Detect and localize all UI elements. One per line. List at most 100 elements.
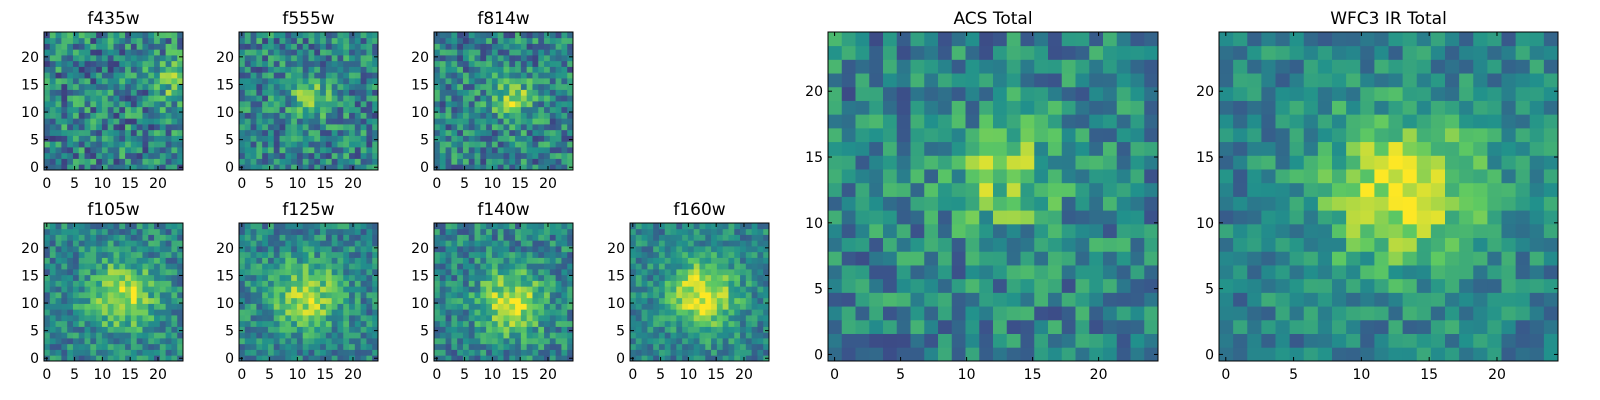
heatmap-cell [154, 246, 161, 253]
heatmap-cell [555, 297, 562, 304]
heatmap-cell [538, 269, 545, 276]
heatmap-cell [244, 257, 251, 264]
heatmap-cell [549, 315, 557, 322]
heatmap-cell [544, 280, 551, 287]
heatmap-cell [285, 106, 292, 113]
heatmap-cell [349, 315, 356, 322]
heatmap-cell [670, 303, 677, 310]
heatmap-cell [349, 89, 356, 96]
heatmap-cell [159, 297, 167, 304]
heatmap-cell [331, 292, 338, 299]
heatmap-cell [107, 95, 114, 102]
heatmap-cell [250, 49, 257, 56]
heatmap-cell [177, 129, 184, 136]
heatmap-cell [682, 315, 689, 322]
heatmap-cell [44, 303, 51, 310]
heatmap-cell [96, 78, 103, 85]
heatmap-cell [343, 257, 350, 264]
heatmap-cell [291, 152, 298, 159]
heatmap-cell [148, 343, 155, 350]
heatmap-cell [360, 286, 367, 293]
heatmap-cell [78, 135, 85, 142]
heatmap-cell [256, 309, 263, 316]
heatmap-cell [910, 59, 925, 74]
heatmap-cell [142, 343, 149, 350]
heatmap-cell [828, 100, 843, 115]
heatmap-cell [716, 274, 724, 281]
heatmap-cell [101, 355, 109, 362]
heatmap-cell [142, 263, 149, 270]
heatmap-cell [256, 135, 263, 142]
heatmap-cell [515, 223, 522, 230]
heatmap-cell [273, 228, 280, 235]
heatmap-cell [457, 43, 464, 50]
heatmap-cell [924, 347, 939, 362]
heatmap-cell [67, 228, 74, 235]
heatmap-cell [757, 263, 764, 270]
heatmap-cell [1020, 347, 1035, 362]
heatmap-cell [716, 297, 724, 304]
heatmap-cell [869, 306, 884, 321]
y-tick-label: 20 [607, 241, 625, 257]
heatmap-cell [159, 129, 167, 136]
heatmap-cell [285, 251, 292, 258]
heatmap-cell [445, 269, 452, 276]
heatmap-cell [279, 343, 286, 350]
heatmap-cell [491, 37, 499, 44]
heatmap-cell [101, 55, 109, 62]
heatmap-cell [434, 274, 441, 281]
heatmap-cell [136, 141, 143, 148]
heatmap-cell [107, 332, 114, 339]
heatmap-cell [676, 309, 683, 316]
heatmap-cell [239, 343, 246, 350]
heatmap-cell [555, 309, 562, 316]
heatmap-cell [751, 274, 758, 281]
heatmap-cell [171, 83, 178, 90]
heatmap-cell [1116, 210, 1131, 225]
heatmap-cell [497, 349, 504, 356]
heatmap-cell [171, 95, 178, 102]
heatmap-cell [630, 263, 637, 270]
heatmap-cell [549, 152, 557, 159]
heatmap-cell [296, 274, 304, 281]
heatmap-cell [486, 343, 493, 350]
heatmap-cell [716, 355, 724, 362]
heatmap-cell [90, 286, 97, 293]
heatmap-cell [101, 32, 109, 39]
heatmap-cell [630, 280, 637, 287]
heatmap-cell [372, 320, 379, 327]
x-tick-label: 10 [288, 176, 306, 192]
heatmap-cell [538, 129, 545, 136]
heatmap-cell [549, 269, 557, 276]
heatmap-cell [337, 141, 344, 148]
heatmap-cell [491, 147, 499, 154]
heatmap-cell [503, 286, 510, 293]
heatmap-cell [647, 257, 654, 264]
heatmap-cell [491, 118, 499, 125]
heatmap-cell [267, 223, 275, 230]
heatmap-cell [740, 320, 747, 327]
heatmap-cell [314, 228, 321, 235]
heatmap-cell [84, 355, 91, 362]
heatmap-cell [751, 280, 758, 287]
heatmap-cell [1061, 86, 1076, 101]
heatmap-cell [239, 124, 246, 131]
heatmap-cell [1144, 86, 1159, 101]
heatmap-cell [250, 72, 257, 79]
x-tick-label: 0 [628, 367, 637, 383]
heatmap-cell [67, 60, 74, 67]
heatmap-cell [641, 332, 648, 339]
heatmap-cell [78, 286, 85, 293]
heatmap-cell [61, 83, 68, 90]
heatmap-cell [555, 106, 562, 113]
heatmap-cell [509, 147, 516, 154]
heatmap-cell [722, 240, 729, 247]
heatmap-cell [526, 343, 533, 350]
heatmap-cell [1048, 45, 1063, 60]
heatmap-cell [119, 147, 126, 154]
heatmap-cell [526, 332, 533, 339]
heatmap-cell [910, 223, 925, 239]
heatmap-cell [555, 343, 562, 350]
heatmap-cell [165, 274, 172, 281]
heatmap-cell [664, 332, 671, 339]
